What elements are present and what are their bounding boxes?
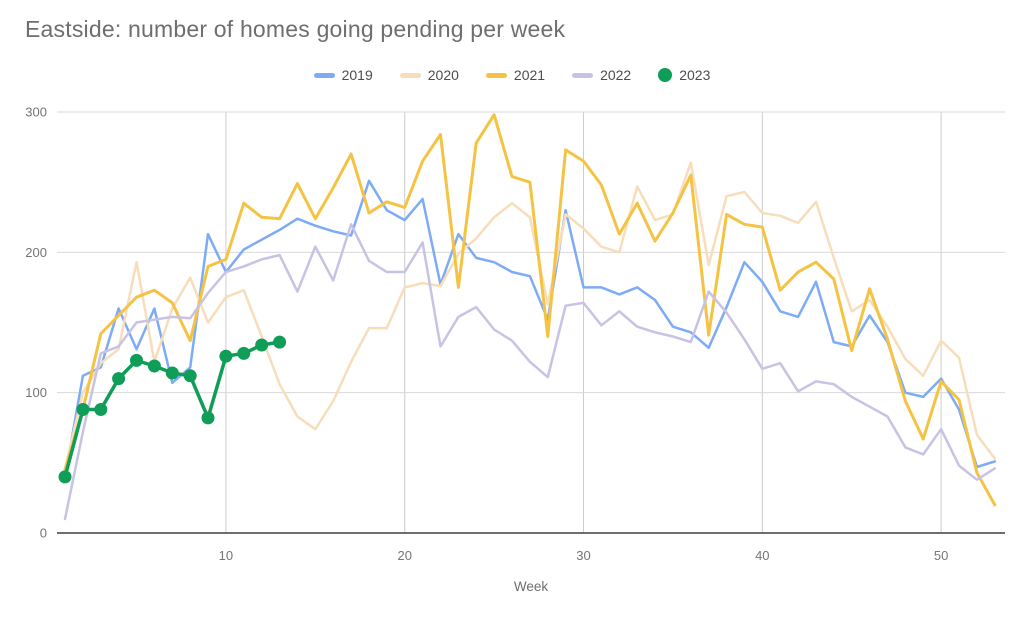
series-2022-line <box>63 223 997 521</box>
legend-item-2021: 2021 <box>485 67 546 83</box>
series-2023-point-week-5 <box>130 353 143 367</box>
y-tick-label-200: 200 <box>25 245 47 260</box>
legend-label-2019: 2019 <box>341 67 373 83</box>
x-axis-title: Week <box>514 579 549 594</box>
legend-label-2020: 2020 <box>427 67 459 83</box>
chart-title: Eastside: number of homes going pending … <box>25 16 566 42</box>
legend-item-2019: 2019 <box>313 67 373 83</box>
legend-swatch-2021-line-icon <box>485 72 507 78</box>
series-2023-point-week-6 <box>147 359 161 373</box>
series-2023-point-week-10 <box>219 349 233 363</box>
legend-swatch-2023-dot-icon <box>658 68 673 82</box>
legend-label-2023: 2023 <box>679 67 711 83</box>
series-2023-point-week-3 <box>94 403 108 416</box>
series-2019-line <box>63 179 997 479</box>
series-2023-point-week-11 <box>237 346 251 360</box>
legend-label-2022: 2022 <box>600 67 632 83</box>
series-2021-line <box>63 113 997 507</box>
legend-swatch-2019-line-icon <box>313 72 335 78</box>
legend-label-2021: 2021 <box>513 67 546 83</box>
x-tick-label-40: 40 <box>755 548 769 563</box>
y-tick-label-300: 300 <box>25 105 47 120</box>
series-2023-point-week-9 <box>201 411 215 425</box>
y-tick-label-100: 100 <box>25 385 47 400</box>
y-tick-label-0: 0 <box>40 526 47 541</box>
chart-legend: 2019 2020 2021 2022 2023 <box>0 64 1024 86</box>
x-tick-label-20: 20 <box>397 548 411 563</box>
series-2023-point-week-7 <box>165 366 179 380</box>
series-2023-point-week-8 <box>183 369 197 383</box>
x-tick-label-50: 50 <box>934 548 948 563</box>
series-2023-point-week-4 <box>112 372 126 386</box>
x-tick-label-30: 30 <box>576 548 590 563</box>
legend-swatch-2020-line-icon <box>399 72 421 78</box>
x-tick-label-10: 10 <box>219 548 233 563</box>
legend-item-2022: 2022 <box>572 67 631 83</box>
legend-swatch-2022-line-icon <box>572 72 594 78</box>
series-2023-point-week-1 <box>58 470 72 484</box>
legend-item-2023: 2023 <box>658 67 710 83</box>
series-2023-point-week-2 <box>76 403 90 416</box>
series-2023-point-week-12 <box>255 338 269 352</box>
series-2020-line <box>63 161 997 470</box>
series-2023-point-week-13 <box>273 335 287 349</box>
legend-item-2020: 2020 <box>399 67 459 83</box>
